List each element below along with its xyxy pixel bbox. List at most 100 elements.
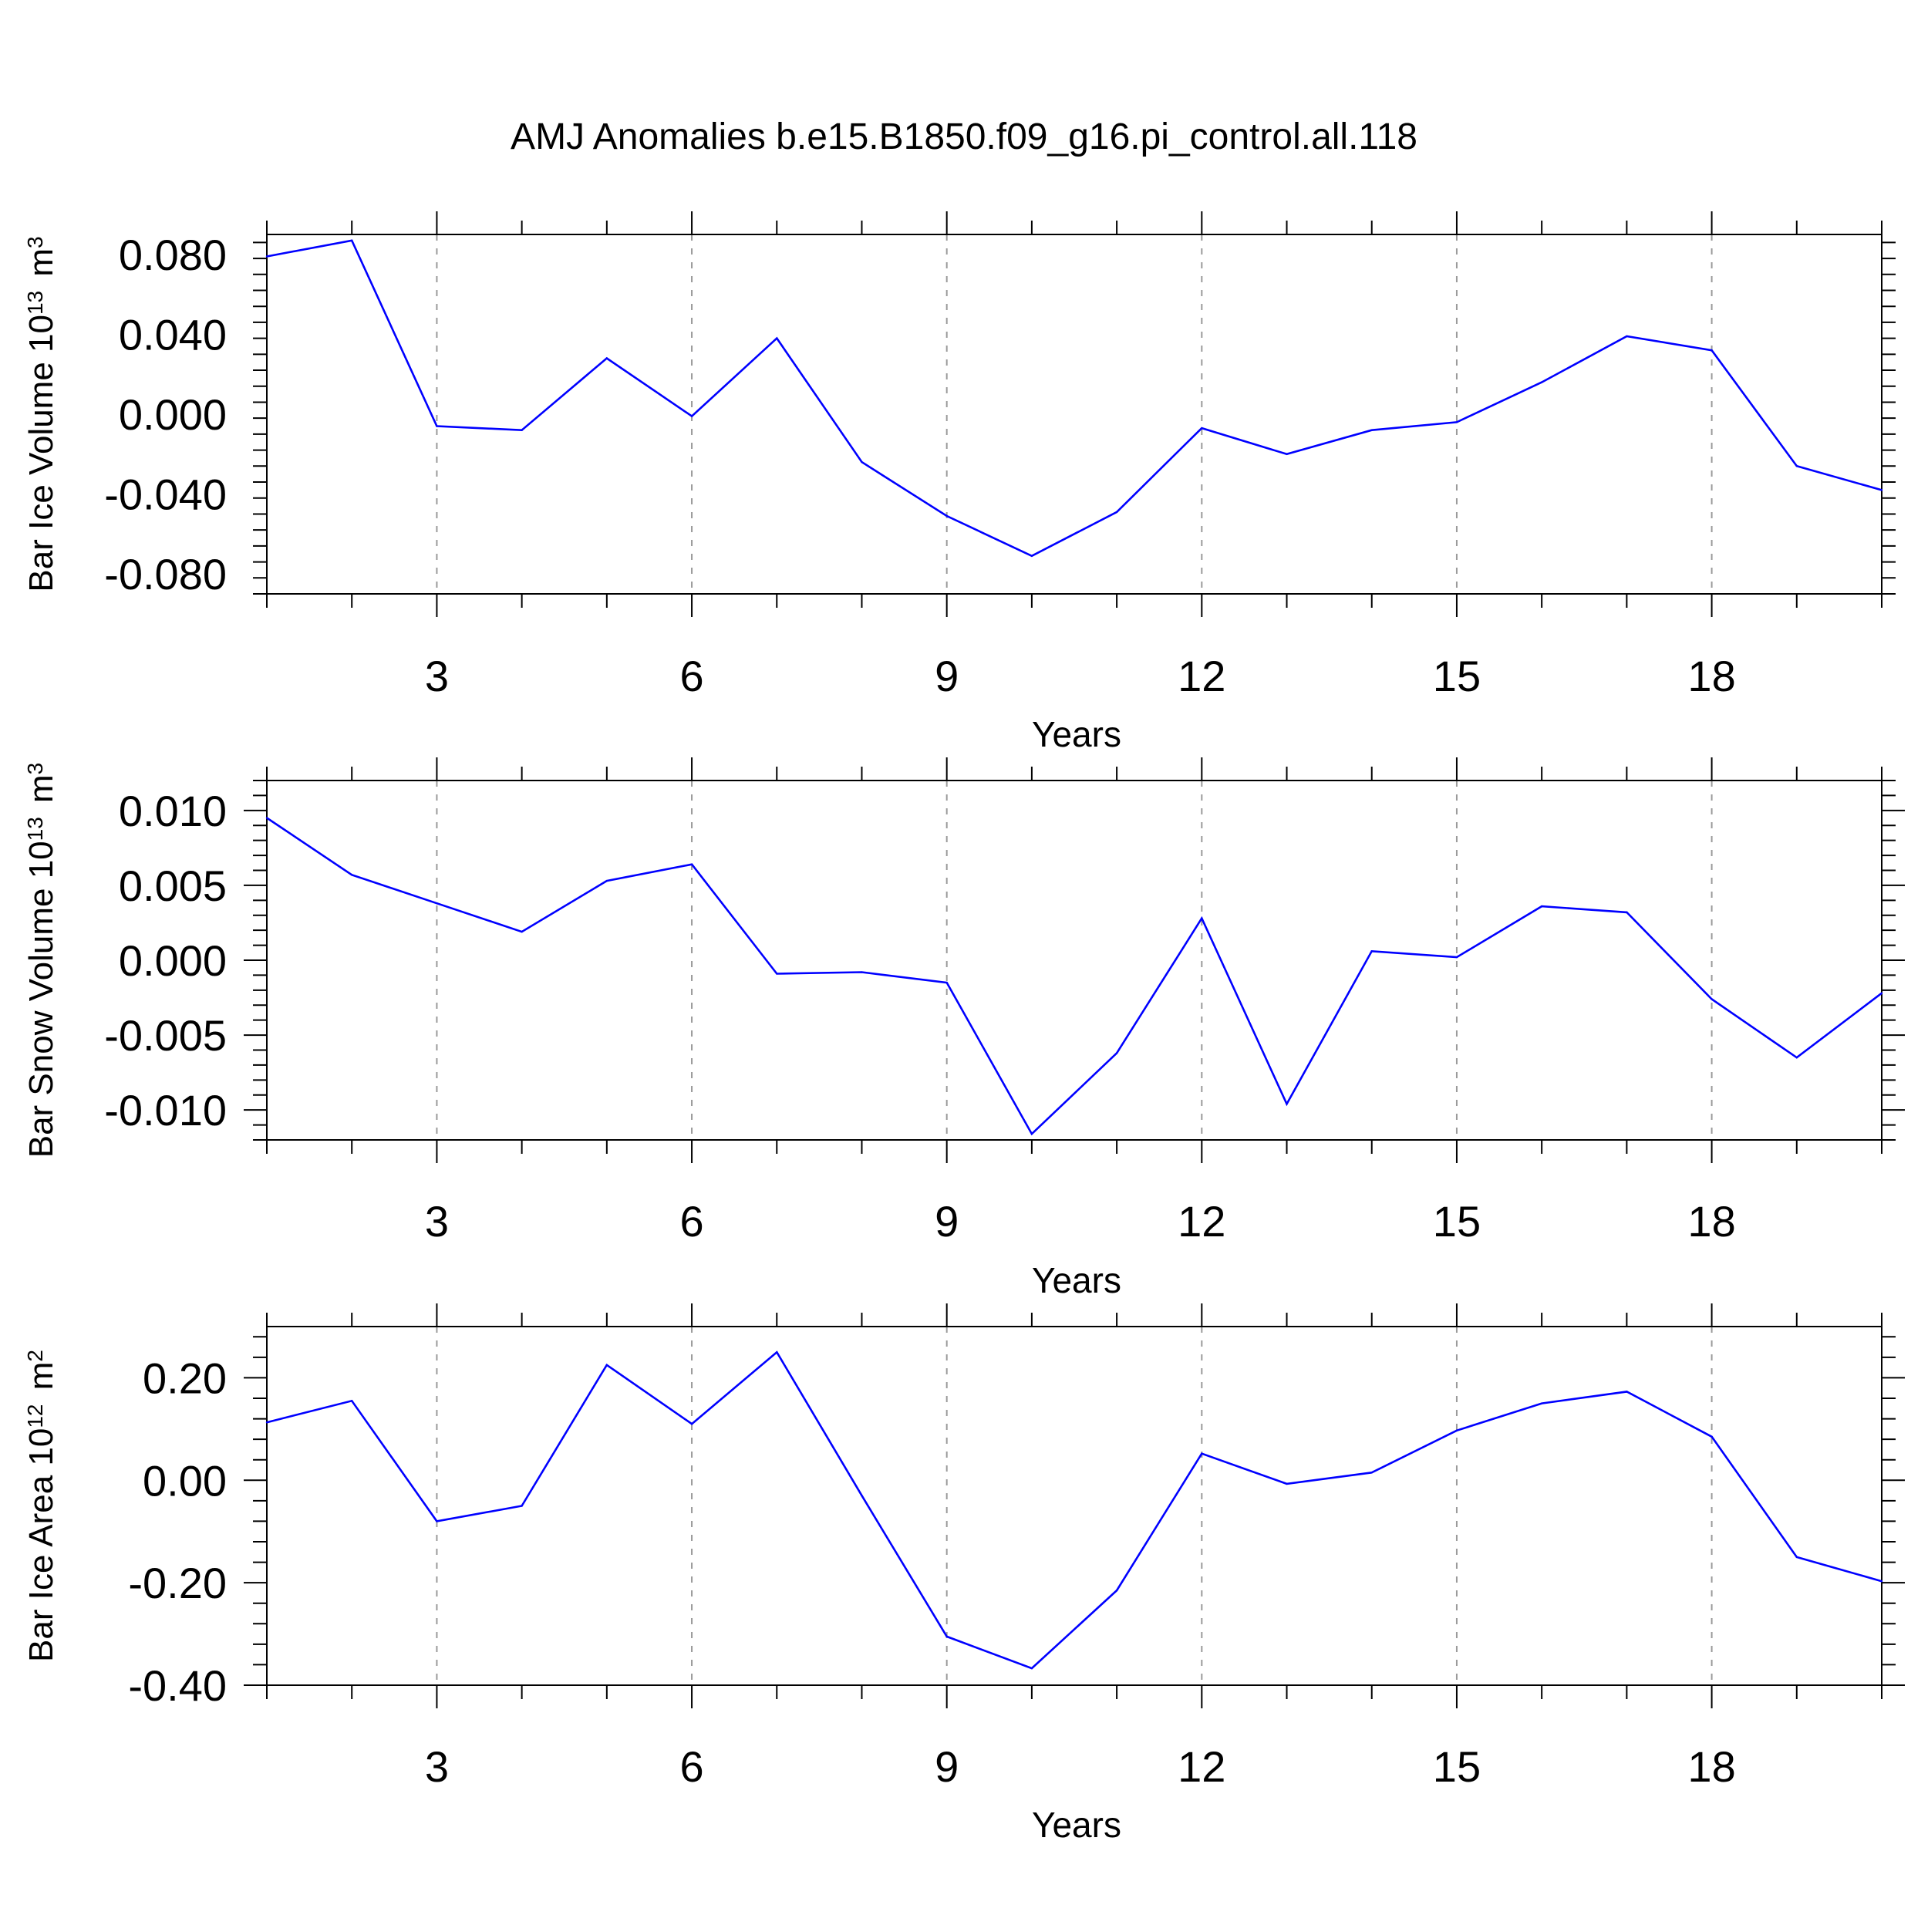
data-point xyxy=(265,1421,268,1424)
data-point xyxy=(776,337,778,339)
data-point xyxy=(1286,1482,1288,1485)
x-axis-label: Years xyxy=(1032,1260,1121,1300)
data-point xyxy=(1201,917,1203,919)
data-point xyxy=(1201,1452,1203,1455)
x-axis-label: Years xyxy=(1032,714,1121,754)
data-point xyxy=(605,1364,608,1367)
y-axis-label: Bar Snow Volume 1013 m3 xyxy=(22,763,60,1158)
x-tick-label: 6 xyxy=(679,652,703,700)
y-tick-label: 0.005 xyxy=(119,861,227,910)
data-point xyxy=(436,425,438,427)
data-point xyxy=(690,863,693,865)
y-tick-label: -0.40 xyxy=(128,1661,227,1710)
data-point xyxy=(1455,421,1458,423)
data-point xyxy=(945,981,948,984)
plot-frame xyxy=(266,1326,1882,1686)
data-point xyxy=(605,879,608,882)
data-point xyxy=(1795,465,1798,467)
y-tick-label: 0.010 xyxy=(119,787,227,835)
data-point xyxy=(351,874,353,876)
plot-frame xyxy=(266,234,1882,595)
data-point xyxy=(1455,1429,1458,1432)
data-point xyxy=(1286,1103,1288,1105)
data-point xyxy=(1880,992,1883,994)
y-tick-label: -0.040 xyxy=(104,470,227,519)
data-point xyxy=(351,239,353,241)
y-tick-label: -0.010 xyxy=(104,1086,227,1135)
data-point xyxy=(1626,1391,1628,1393)
data-point xyxy=(1540,905,1543,908)
series-line xyxy=(266,817,1882,1136)
y-tick-label: 0.000 xyxy=(119,936,227,985)
x-tick-label: 12 xyxy=(1178,1197,1225,1246)
data-point xyxy=(1795,1556,1798,1559)
figure-title: AMJ Anomalies b.e15.B1850.f09_g16.pi_con… xyxy=(511,116,1417,157)
x-tick-label: 18 xyxy=(1687,1197,1735,1246)
data-point xyxy=(521,1505,523,1507)
chart-panel-1: 3 6 9 12 15 18 Years 0.080 0.040 0.000 -0.040 -0.08… xyxy=(22,211,1896,754)
y-axis-label-exponent: 12 xyxy=(23,1404,47,1428)
data-point xyxy=(521,930,523,933)
data-point xyxy=(1030,555,1033,558)
data-point xyxy=(1286,453,1288,455)
x-tick-label: 6 xyxy=(679,1742,703,1791)
data-point xyxy=(1880,1580,1883,1583)
x-tick-label: 3 xyxy=(425,652,449,700)
data-point xyxy=(351,1400,353,1402)
x-tick-label: 15 xyxy=(1433,1742,1481,1791)
x-axis-label: Years xyxy=(1032,1805,1121,1845)
data-point xyxy=(1030,1133,1033,1135)
y-axis-label-unit-exponent: 2 xyxy=(23,1350,47,1362)
data-point xyxy=(1115,1589,1118,1592)
x-tick-label: 15 xyxy=(1433,652,1481,700)
data-point xyxy=(776,1351,778,1354)
y-axis-label-text: Bar Snow Volume 10 xyxy=(22,841,60,1158)
series-line xyxy=(266,239,1882,558)
data-point xyxy=(605,357,608,359)
data-point xyxy=(861,1495,863,1497)
x-tick-label: 9 xyxy=(935,1197,959,1246)
data-point xyxy=(1711,998,1713,1000)
data-point xyxy=(1370,1472,1373,1474)
data-point xyxy=(945,514,948,518)
y-axis-label-unit-exponent: 3 xyxy=(23,763,47,775)
data-point xyxy=(1201,427,1203,430)
x-tick-label: 15 xyxy=(1433,1197,1481,1246)
y-tick-label: -0.005 xyxy=(104,1011,227,1060)
x-tick-label: 12 xyxy=(1178,1742,1225,1791)
y-tick-label: 0.00 xyxy=(143,1456,227,1505)
y-tick-label: -0.080 xyxy=(104,550,227,598)
plot-frame xyxy=(266,780,1882,1141)
data-point xyxy=(1626,911,1628,914)
x-tick-label: 3 xyxy=(425,1197,449,1246)
data-point xyxy=(436,1520,438,1522)
x-tick-label: 6 xyxy=(679,1197,703,1246)
data-point xyxy=(436,902,438,905)
x-tick-label: 18 xyxy=(1687,652,1735,700)
data-point xyxy=(1370,950,1373,953)
y-tick-label: 0.040 xyxy=(119,310,227,359)
data-point xyxy=(1115,511,1118,514)
y-tick-label: 0.000 xyxy=(119,390,227,439)
data-point xyxy=(1115,1052,1118,1054)
y-axis-label: Bar Ice Area 1012 m2 xyxy=(22,1350,60,1662)
series-line xyxy=(266,1350,1882,1670)
data-point xyxy=(945,1635,948,1638)
data-point xyxy=(265,817,268,819)
data-point xyxy=(1880,489,1883,491)
y-tick-label: 0.080 xyxy=(119,231,227,279)
data-point xyxy=(1370,429,1373,431)
y-tick-label: 0.20 xyxy=(143,1354,227,1402)
chart-panel-2: 3 6 9 12 15 18 Years 0.010 0.005 0.000 -0.005 -0.01… xyxy=(22,757,1905,1300)
data-point xyxy=(861,971,863,973)
y-axis-label-exponent: 13 xyxy=(23,817,47,841)
y-axis-label: Bar Ice Volume 1013 m3 xyxy=(22,236,60,592)
data-point xyxy=(1030,1667,1033,1670)
y-axis-label-text: Bar Ice Volume 10 xyxy=(22,315,60,592)
x-tick-label: 3 xyxy=(425,1742,449,1791)
data-point xyxy=(1626,335,1628,338)
data-point xyxy=(690,415,693,417)
y-axis-label-exponent: 13 xyxy=(23,291,47,315)
data-point xyxy=(690,1423,693,1425)
